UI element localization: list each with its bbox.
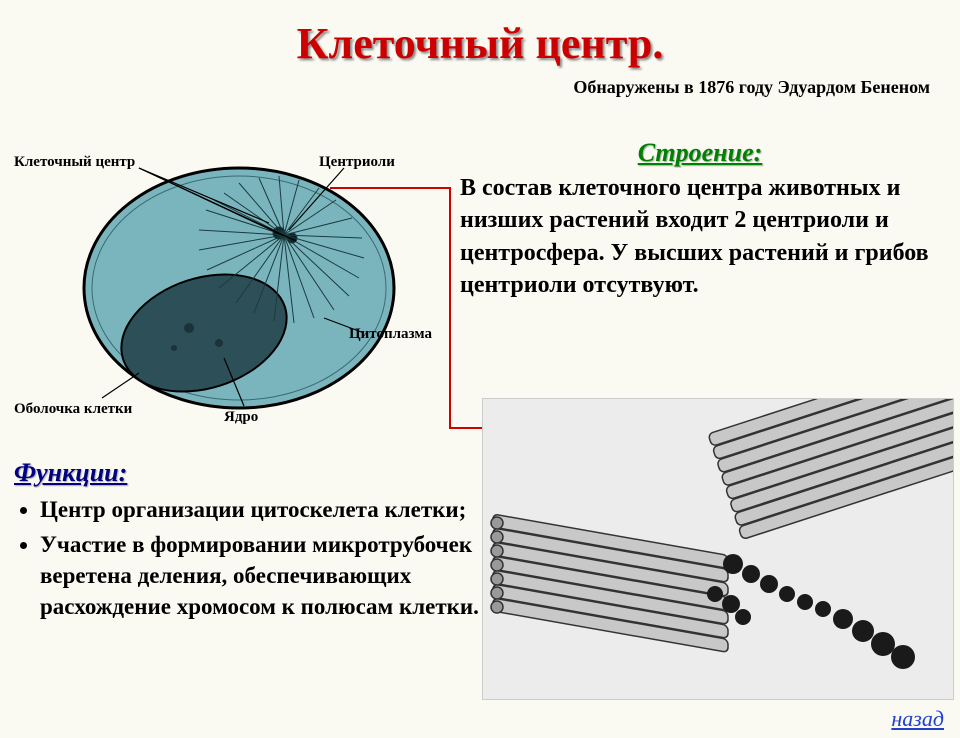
structure-title: Строение: bbox=[460, 138, 940, 168]
page-title: Клеточный центр. bbox=[0, 18, 960, 69]
label-centrioles: Центриоли bbox=[319, 154, 395, 170]
label-cytoplasm: Цитоплазма bbox=[349, 326, 432, 342]
label-membrane: Оболочка клетки bbox=[14, 401, 133, 417]
functions-list: Центр организации цитоскелета клетки; Уч… bbox=[14, 494, 484, 622]
functions-block: Функции: Центр организации цитоскелета к… bbox=[14, 458, 484, 626]
function-item: Центр организации цитоскелета клетки; bbox=[40, 494, 484, 525]
label-cell-center: Клеточный центр bbox=[14, 154, 135, 170]
cell-diagram: Клеточный центр Центриоли Цитоплазма Обо… bbox=[14, 138, 434, 428]
function-item: Участие в формировании микротрубочек вер… bbox=[40, 529, 484, 622]
structure-text: В состав клеточного центра животных и ни… bbox=[460, 172, 940, 302]
back-link[interactable]: назад bbox=[891, 706, 944, 732]
functions-title: Функции: bbox=[14, 458, 484, 488]
page-subtitle: Обнаружены в 1876 году Эдуардом Бененом bbox=[0, 77, 930, 98]
centriole-diagram bbox=[482, 398, 954, 700]
structure-block: Строение: В состав клеточного центра жив… bbox=[460, 138, 940, 302]
label-nucleus: Ядро bbox=[224, 409, 258, 425]
